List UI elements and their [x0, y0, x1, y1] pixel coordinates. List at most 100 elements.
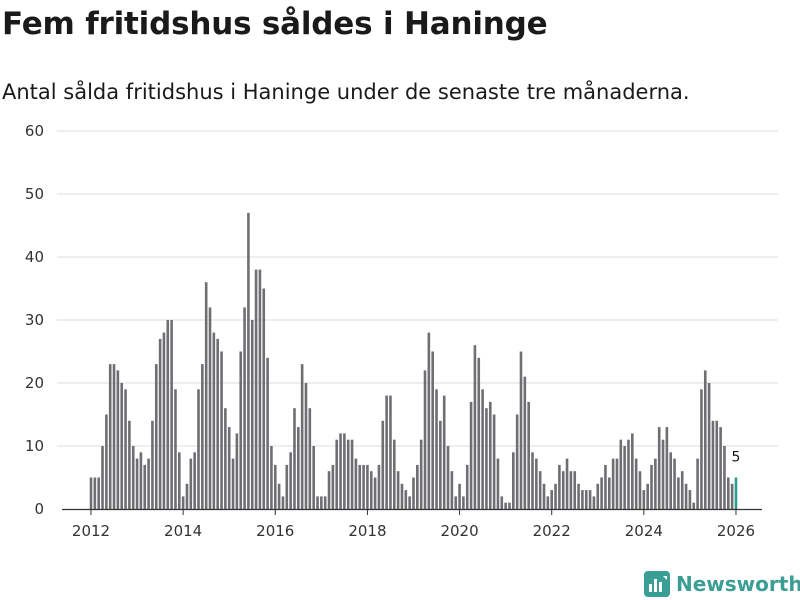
- bar: [162, 332, 166, 509]
- bar: [362, 464, 365, 509]
- bars: [89, 212, 738, 509]
- bar: [512, 452, 515, 509]
- bar: [166, 320, 170, 509]
- bar: [346, 439, 350, 509]
- y-tick-label: 40: [25, 248, 44, 266]
- bar: [396, 471, 400, 509]
- bar: [473, 345, 477, 509]
- bar: [108, 364, 112, 509]
- bar: [692, 502, 696, 509]
- bar: [250, 320, 254, 509]
- y-tick-label: 30: [25, 311, 44, 329]
- brand-name: Newsworthy: [676, 572, 800, 596]
- bar: [300, 364, 304, 509]
- bar: [677, 477, 680, 509]
- bar: [523, 376, 527, 509]
- y-tick-label: 50: [25, 185, 44, 203]
- bar: [389, 395, 392, 509]
- bar: [354, 458, 358, 509]
- bar: [723, 446, 726, 509]
- y-tick-label: 10: [25, 437, 44, 455]
- bar: [323, 496, 327, 509]
- bar: [446, 446, 450, 509]
- bar: [97, 477, 100, 509]
- bar: [481, 389, 484, 509]
- bar: [193, 452, 196, 509]
- bar: [216, 338, 219, 509]
- bar: [392, 439, 396, 509]
- bar: [715, 420, 719, 509]
- x-tick-label: 2016: [256, 522, 294, 540]
- x-tick-label: 2022: [533, 522, 571, 540]
- bar: [561, 471, 565, 509]
- bar: [124, 389, 127, 509]
- x-tick-label: 2014: [164, 522, 202, 540]
- bar: [128, 420, 131, 509]
- bar: [442, 395, 446, 509]
- bar: [631, 433, 634, 509]
- bar: [488, 401, 492, 509]
- x-axis-ticks: 2012 2014 2016 2018 2020 2022 2024 2026: [72, 509, 755, 540]
- bar: [496, 458, 500, 509]
- bar: [634, 458, 638, 509]
- y-axis-ticks: 0 10 20 30 40 50 60: [25, 122, 44, 518]
- bar: [465, 464, 469, 509]
- bar: [607, 477, 611, 509]
- bar: [116, 370, 120, 509]
- bar: [492, 414, 496, 509]
- bar: [642, 490, 646, 509]
- bar: [151, 420, 154, 509]
- bar: [665, 427, 669, 509]
- x-tick-label: 2018: [348, 522, 386, 540]
- data-label-latest: 5: [732, 450, 741, 466]
- bar: [554, 483, 557, 509]
- bar: [320, 496, 323, 509]
- bar: [439, 420, 442, 509]
- bar: [454, 496, 458, 509]
- bar: [700, 389, 703, 509]
- bar: [285, 464, 289, 509]
- bar: [231, 458, 235, 509]
- bar: [335, 439, 339, 509]
- bar: [661, 439, 665, 509]
- bar: [565, 458, 569, 509]
- bar: [680, 471, 684, 509]
- bar: [719, 427, 722, 509]
- bar: [89, 477, 93, 509]
- bar: [297, 427, 300, 509]
- bar: [120, 383, 124, 509]
- bar: [627, 439, 630, 509]
- bar: [435, 389, 438, 509]
- bar: [538, 471, 542, 509]
- bar: [412, 477, 415, 509]
- y-tick-label: 20: [25, 374, 44, 392]
- bar: [577, 483, 580, 509]
- x-tick-label: 2024: [625, 522, 663, 540]
- bar: [189, 458, 193, 509]
- bar: [185, 483, 189, 509]
- bar: [404, 490, 408, 509]
- bar: [427, 332, 431, 509]
- bar: [139, 452, 143, 509]
- bar: [592, 496, 596, 509]
- bar: [600, 477, 603, 509]
- bar: [147, 458, 150, 509]
- bar: [569, 471, 573, 509]
- bar: [400, 483, 404, 509]
- bar: [204, 282, 208, 509]
- bar: [408, 496, 411, 509]
- bar: [201, 364, 204, 509]
- chart-subtitle: Antal sålda fritidshus i Haninge under d…: [2, 80, 690, 104]
- bar: [519, 351, 523, 509]
- bar: [707, 383, 711, 509]
- bar: [458, 483, 461, 509]
- bar: [366, 464, 369, 509]
- bar: [646, 483, 649, 509]
- bar: [350, 439, 354, 509]
- bar: [304, 383, 308, 509]
- bar: [262, 288, 266, 509]
- bar: [312, 446, 315, 509]
- bar: [101, 446, 104, 509]
- bar: [623, 446, 626, 509]
